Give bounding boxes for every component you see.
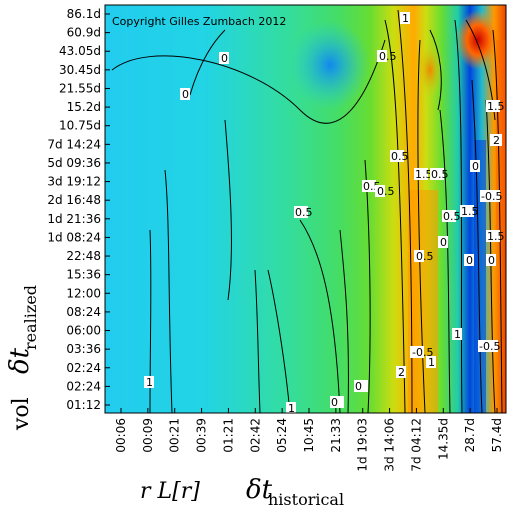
contour-label: 0 — [488, 254, 495, 267]
contour-label: 0.5 — [443, 210, 461, 223]
contour-label: 0 — [331, 396, 338, 409]
x-tick-label: 00:21 — [168, 418, 182, 453]
y-tick-label: 06:00 — [66, 324, 101, 338]
x-axis: 00:06 00:09 00:21 00:39 01:21 02:42 05:24 10:45… — [114, 408, 504, 472]
contour-label: 1 — [146, 376, 153, 389]
contour-label: 1 — [288, 402, 295, 415]
contour-label: 1 — [454, 328, 461, 341]
x-tick-label: 3d 14:06 — [383, 418, 397, 472]
contour-label: 1 — [402, 12, 409, 25]
contour-label: -0.5 — [412, 346, 433, 359]
y-tick-label: 2d 16:48 — [47, 193, 101, 207]
y-tick-label: 02:24 — [66, 379, 101, 393]
y-tick-label: 1d 21:36 — [47, 212, 101, 226]
x-axis-title-subscript: historical — [268, 490, 344, 509]
contour-label: 1.5 — [487, 230, 505, 243]
x-tick-label: 28.7d — [463, 418, 477, 452]
y-axis: 86.1d 60.9d 43.05d 30.45d 21.55d 15.2d 10.75d 7… — [47, 7, 110, 412]
contour-label: 0 — [466, 254, 473, 267]
x-tick-label: 7d 04:12 — [409, 418, 423, 472]
x-axis-title-symbol: δt — [246, 475, 273, 505]
x-tick-label: 21:33 — [329, 418, 343, 453]
contour-label: 0.5 — [295, 206, 313, 219]
x-axis-title: r L[r] δt historical — [140, 475, 344, 509]
y-tick-label: 10.75d — [59, 119, 101, 133]
contour-label: 1.5 — [461, 205, 479, 218]
x-tick-label: 10:45 — [302, 418, 316, 453]
y-tick-label: 30.45d — [59, 63, 101, 77]
contour-label: 0.5 — [377, 185, 395, 198]
contour-label-group: 1 0 0 0.5 1.5 2 0.5 1.5 0.5 -0.5 0.5 0.5… — [144, 12, 505, 415]
contour-label: 1.5 — [487, 100, 505, 113]
x-tick-label: 00:06 — [114, 418, 128, 453]
x-tick-label: 1d 19:03 — [356, 418, 370, 472]
contour-label: 2 — [493, 134, 500, 147]
contour-label: 0.5 — [391, 150, 409, 163]
y-tick-label: 43.05d — [59, 44, 101, 58]
x-tick-label: 00:09 — [141, 418, 155, 453]
contour-label: 1 — [428, 356, 435, 369]
x-tick-label: 14.35d — [436, 418, 450, 460]
contour-label: 0 — [355, 380, 362, 393]
copyright-watermark: Copyright Gilles Zumbach 2012 — [112, 15, 286, 28]
y-tick-label: 03:36 — [66, 342, 101, 356]
y-tick-label: 5d 09:36 — [47, 156, 101, 170]
y-tick-label: 1d 08:24 — [47, 230, 101, 244]
contour-label: -0.5 — [479, 340, 500, 353]
x-tick-label: 02:42 — [248, 418, 262, 453]
y-axis-title-symbol: δt — [5, 347, 35, 374]
x-tick-label: 01:21 — [221, 418, 235, 453]
y-axis-title: vol δt realized — [5, 285, 40, 431]
contour-label: -0.5 — [481, 190, 502, 203]
y-tick-label: 15.2d — [67, 100, 101, 114]
y-tick-label: 3d 19:12 — [47, 175, 101, 189]
y-axis-title-subscript: realized — [21, 285, 40, 350]
y-axis-title-prefix: vol — [9, 397, 34, 431]
contour-label: 0.5 — [379, 50, 397, 63]
contour-label: 2 — [398, 366, 405, 379]
y-tick-label: 21.55d — [59, 81, 101, 95]
y-tick-label: 60.9d — [67, 26, 101, 40]
contour-label: 0.5 — [431, 168, 449, 181]
y-tick-label: 01:12 — [66, 398, 101, 412]
x-axis-title-prefix: r L[r] — [140, 479, 200, 504]
plot-frame — [104, 4, 507, 414]
y-tick-label: 22:48 — [66, 249, 101, 263]
contour-label: 0 — [221, 52, 228, 65]
contour-label: 1.5 — [415, 168, 433, 181]
y-tick-label: 86.1d — [67, 7, 101, 21]
contour-label: 0.5 — [416, 250, 434, 263]
y-tick-label: 08:24 — [66, 305, 101, 319]
contour-label: 0 — [440, 236, 447, 249]
y-tick-label: 7d 14:24 — [47, 137, 101, 151]
y-tick-label: 12:00 — [66, 286, 101, 300]
y-tick-label: 02:24 — [66, 361, 101, 375]
x-tick-label: 05:24 — [275, 418, 289, 453]
x-tick-label: 57.4d — [490, 418, 504, 452]
contour-label: 0 — [472, 160, 479, 173]
y-tick-label: 15:36 — [66, 268, 101, 282]
contour-label: 0 — [182, 88, 189, 101]
x-tick-label: 00:39 — [195, 418, 209, 453]
